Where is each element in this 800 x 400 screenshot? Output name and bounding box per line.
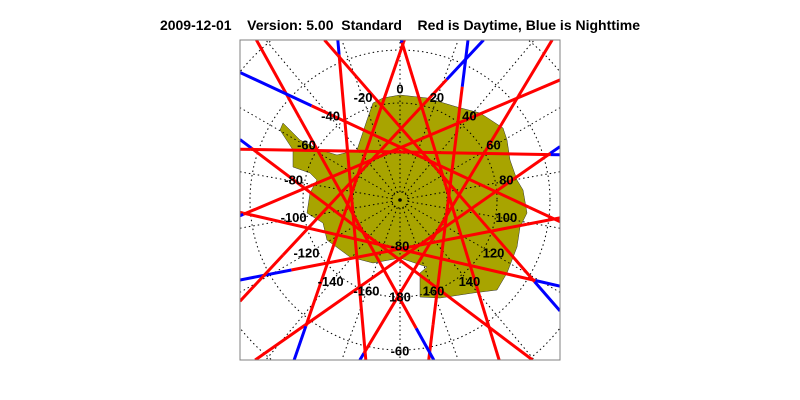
meridian-line <box>341 207 398 360</box>
longitude-label: -20 <box>354 90 373 105</box>
track-daytime <box>242 95 520 216</box>
track-segment <box>240 138 253 150</box>
longitude-label: 100 <box>496 210 518 225</box>
track-daytime <box>291 222 528 272</box>
track-segment <box>240 254 285 303</box>
track-segment <box>460 40 470 87</box>
track-daytime <box>298 117 418 329</box>
longitude-label: 140 <box>459 274 481 289</box>
meridian-line <box>407 200 560 229</box>
graticule <box>240 40 560 360</box>
map-frame <box>239 39 561 361</box>
track-segment <box>363 353 368 360</box>
track-daytime <box>250 146 492 330</box>
track-daytime <box>303 152 552 327</box>
meridian-line <box>265 205 396 360</box>
track-segment <box>533 280 560 312</box>
track-segment <box>535 279 560 288</box>
longitude-label: -80 <box>284 173 303 188</box>
latitude-label: -80 <box>391 238 410 253</box>
meridian-line <box>240 171 393 200</box>
meridian-line <box>341 40 398 193</box>
latitude-label: -60 <box>391 343 410 358</box>
meridian-line <box>240 200 393 229</box>
title-date: 2009-12-01 <box>159 17 232 33</box>
longitude-label: 160 <box>423 284 445 299</box>
track-segment <box>240 210 244 215</box>
longitude-label: -100 <box>281 210 307 225</box>
track-segment <box>240 71 313 108</box>
satellite-tracks <box>240 40 560 360</box>
track-daytime <box>400 42 492 330</box>
longitude-label: 60 <box>486 137 500 152</box>
track-segment <box>336 40 341 55</box>
track-segment <box>358 352 366 360</box>
longitude-label: 40 <box>462 109 476 124</box>
track-daytime <box>304 42 405 327</box>
map-title: 2009-12-01 Version: 5.00 Standard Red is… <box>0 17 800 33</box>
longitude-label: 80 <box>499 173 513 188</box>
track-daytime <box>336 54 536 283</box>
longitude-label: 120 <box>483 245 505 260</box>
track-daytime <box>362 95 520 355</box>
title-version: Version: 5.00 <box>247 17 334 33</box>
track-segment <box>490 327 534 360</box>
longitude-label: -40 <box>321 109 340 124</box>
longitude-label: -60 <box>297 137 316 152</box>
meridian-line <box>404 205 535 360</box>
meridian-line <box>402 40 459 193</box>
longitude-label: -140 <box>318 274 344 289</box>
track-segment <box>549 145 560 155</box>
track-daytime <box>242 211 536 282</box>
title-mode: Standard <box>341 17 402 33</box>
longitude-label: 180 <box>389 289 411 304</box>
track-segment <box>488 328 501 360</box>
track-daytime <box>310 104 530 209</box>
track-segment <box>254 324 306 360</box>
track-segment <box>240 213 244 218</box>
track-segment <box>323 40 339 57</box>
track-daytime <box>337 54 367 354</box>
track-segment <box>445 40 485 81</box>
meridian-line <box>265 40 396 195</box>
track-segment <box>517 40 554 97</box>
track-daytime <box>281 78 448 257</box>
longitude-label: -120 <box>293 245 319 260</box>
south-pole-marker <box>398 198 402 202</box>
track-daytime <box>250 147 551 157</box>
track-daytime <box>431 86 464 326</box>
track-segment <box>518 78 560 99</box>
title-legend: Red is Daytime, Blue is Nighttime <box>417 17 641 33</box>
track-segment <box>414 327 436 360</box>
longitude-label: 20 <box>430 90 444 105</box>
track-segment <box>528 205 560 224</box>
track-segment <box>255 40 302 120</box>
track-segment <box>292 325 308 360</box>
longitude-label: -160 <box>353 284 379 299</box>
longitude-label: 0 <box>396 81 403 96</box>
